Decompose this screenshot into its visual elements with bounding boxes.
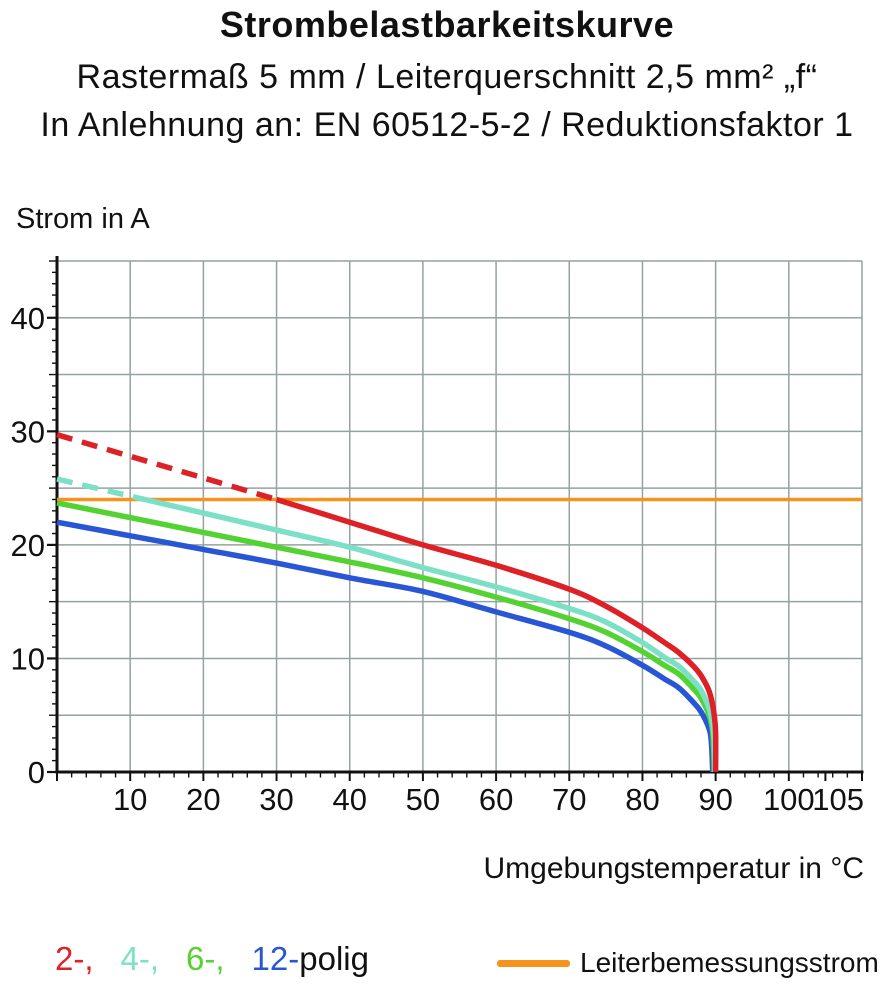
chart-subtitle-norm: In Anlehnung an: EN 60512-5-2 / Reduktio… — [40, 106, 854, 144]
x-axis-title: Umgebungstemperatur in °C — [483, 852, 864, 885]
svg-text:100: 100 — [763, 782, 815, 817]
svg-text:70: 70 — [552, 782, 586, 817]
svg-text:90: 90 — [698, 782, 732, 817]
series-12-polig — [56, 519, 716, 773]
pole-legend-items: 2-, 4-, 6-, 12- — [55, 940, 299, 978]
chart-title: Strombelastbarkeitskurve — [219, 4, 675, 45]
rated-current-legend: Leiterbemessungsstrom — [497, 943, 879, 983]
svg-text:40: 40 — [11, 301, 45, 336]
series-2-polig — [56, 432, 719, 773]
svg-text:20: 20 — [186, 782, 220, 817]
svg-text:20: 20 — [11, 528, 45, 563]
pole-legend-item: 12- — [251, 940, 300, 977]
svg-text:10: 10 — [11, 641, 45, 676]
pole-legend-polig-label: polig — [299, 940, 369, 977]
svg-text:105: 105 — [812, 782, 864, 817]
axis-ticks — [47, 260, 863, 781]
svg-text:60: 60 — [479, 782, 513, 817]
svg-text:50: 50 — [406, 782, 440, 817]
pole-legend-item: 2-, — [55, 940, 94, 977]
figure-header: Strombelastbarkeitskurve Rastermaß 5 mm … — [0, 2, 894, 145]
pole-legend-item: 6-, — [186, 940, 225, 977]
svg-text:0: 0 — [28, 755, 45, 790]
rated-current-label: Leiterbemessungsstrom — [580, 947, 879, 978]
chart-subtitle-raster: Rastermaß 5 mm / Leiterquerschnitt 2,5 m… — [76, 58, 818, 96]
y-tick-labels: 0 10 20 30 40 — [11, 301, 45, 790]
pole-legend-item: 4-, — [120, 940, 160, 977]
svg-text:10: 10 — [113, 782, 147, 817]
pole-legend: 2-, 4-, 6-, 12- polig — [55, 940, 369, 978]
svg-text:30: 30 — [259, 782, 293, 817]
svg-text:80: 80 — [625, 782, 659, 817]
y-axis-title: Strom in A — [16, 203, 150, 235]
svg-text:40: 40 — [332, 782, 366, 817]
gridlines — [57, 260, 863, 772]
series-4-polig — [56, 476, 718, 773]
svg-text:30: 30 — [11, 414, 45, 449]
rated-current-line-swatch — [497, 959, 570, 967]
